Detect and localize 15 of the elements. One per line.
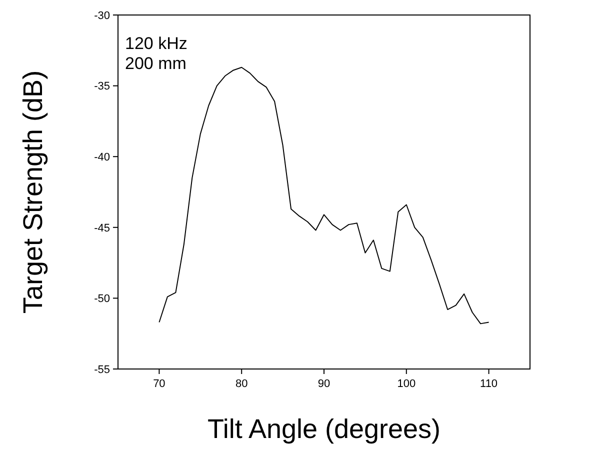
y-tick-label: -45 <box>94 222 110 234</box>
y-tick-label: -55 <box>94 364 110 376</box>
x-tick-label: 70 <box>153 378 166 390</box>
x-tick-label: 100 <box>397 378 416 390</box>
y-tick-label: -30 <box>94 10 110 22</box>
y-tick-label: -40 <box>94 151 110 164</box>
y-tick-label: -50 <box>94 293 110 306</box>
annotation: 120 kHz <box>125 34 188 53</box>
x-tick-label: 90 <box>318 378 330 390</box>
y-axis-title: Target Strength (dB) <box>18 70 48 314</box>
x-axis-title: Tilt Angle (degrees) <box>207 414 441 444</box>
annotation: 200 mm <box>125 54 186 73</box>
x-tick-label: 80 <box>235 378 248 390</box>
y-tick-label: -35 <box>94 80 110 93</box>
x-tick-label: 110 <box>480 378 498 390</box>
